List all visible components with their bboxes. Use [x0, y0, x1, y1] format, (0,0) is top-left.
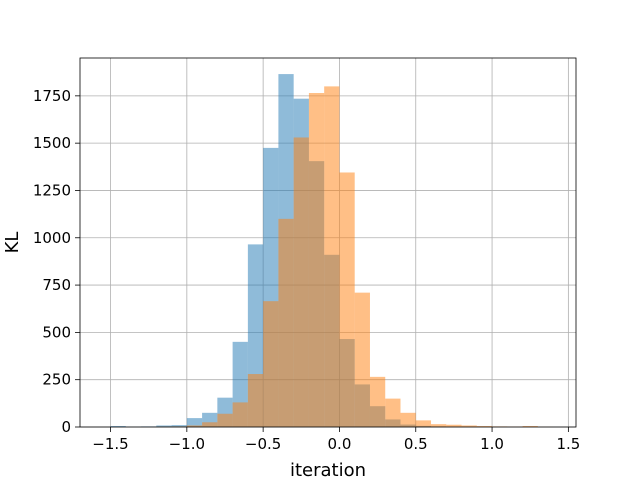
histogram-bar	[202, 422, 218, 427]
y-tick-label: 500	[42, 323, 71, 341]
histogram-bar	[293, 137, 309, 427]
histogram-bar	[400, 412, 416, 427]
y-tick-label: 1500	[33, 134, 71, 152]
x-tick-label: 0.0	[328, 435, 352, 453]
histogram-bar	[522, 426, 538, 427]
histogram-bars	[110, 74, 554, 427]
histogram-bar	[354, 292, 370, 427]
x-axis-title: iteration	[290, 460, 366, 480]
x-tick-label: −0.5	[245, 435, 281, 453]
x-tick-label: 1.5	[556, 435, 580, 453]
histogram-bar	[232, 402, 248, 427]
x-tick-label: 1.0	[480, 435, 504, 453]
histogram-bar	[369, 376, 386, 427]
histogram-bar	[217, 413, 233, 427]
histogram-bar	[263, 301, 279, 427]
y-tick-label: 0	[61, 418, 71, 436]
histogram-bar	[431, 424, 447, 427]
y-tick-label: 1750	[33, 87, 71, 105]
y-axis-title: KL	[2, 232, 23, 254]
histogram-bar	[186, 418, 203, 427]
histogram-bar	[446, 424, 462, 427]
histogram-bar	[110, 426, 126, 427]
y-tick-label: 250	[42, 371, 71, 389]
x-tick-label: −1.5	[92, 435, 128, 453]
histogram-bar	[339, 172, 355, 427]
y-tick-label: 1250	[33, 181, 71, 199]
x-tick-label: −1.0	[169, 435, 205, 453]
plot-frame	[79, 57, 577, 428]
histogram-bar	[461, 425, 477, 427]
histogram-bar	[324, 86, 340, 427]
histogram-bar	[385, 398, 401, 427]
histogram-bar	[278, 218, 294, 427]
y-tick-label: 1000	[33, 229, 71, 247]
histogram-bar	[156, 425, 172, 427]
histogram-bar	[308, 93, 325, 427]
histogram-series-2	[156, 86, 554, 427]
x-tick-label: 0.5	[404, 435, 428, 453]
histogram-bar	[186, 425, 203, 427]
histogram-bar	[415, 420, 432, 427]
histogram-bar	[476, 426, 493, 427]
y-tick-label: 750	[42, 276, 71, 294]
histogram-bar	[171, 425, 187, 427]
axis-ticks: −1.5 −1.0 −0.5 0.0 0.5 1.0 1.5 0 250 500 750 1000 12…	[33, 87, 580, 453]
histogram-bar	[247, 374, 264, 427]
